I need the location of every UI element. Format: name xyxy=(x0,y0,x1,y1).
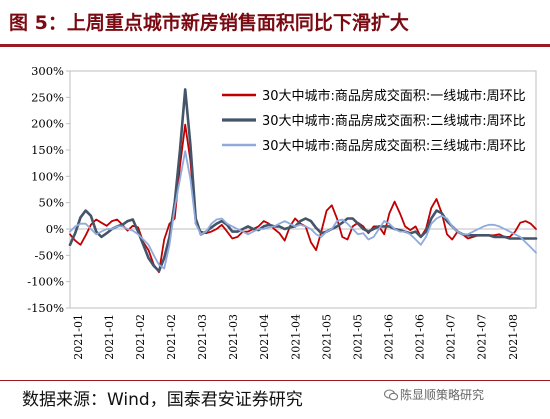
footer-rule xyxy=(0,380,550,381)
x-tick-label: 2021-03 xyxy=(196,314,209,360)
y-tick-label: 50% xyxy=(38,196,64,210)
y-tick-label: 100% xyxy=(31,169,64,183)
x-tick-label: 2021-04 xyxy=(289,314,302,360)
x-tick-label: 2021-04 xyxy=(258,314,271,360)
x-tick-label: 2021-07 xyxy=(476,314,489,360)
x-tick-label: 2021-08 xyxy=(507,314,520,360)
x-tick-label: 2021-06 xyxy=(383,314,396,360)
x-tick-label: 2021-01 xyxy=(72,314,85,360)
x-tick-label: 2021-01 xyxy=(103,314,116,360)
y-tick-label: -150% xyxy=(27,301,64,315)
x-tick-label: 2021-02 xyxy=(165,314,178,360)
page-title: 图 5：上周重点城市新房销售面积同比下滑扩大 xyxy=(9,12,409,34)
legend-label-3: 30大中城市:商品房成交面积:三线城市:周环比 xyxy=(262,138,526,154)
y-tick-label: -50% xyxy=(35,248,65,262)
y-tick-label: -100% xyxy=(27,275,64,289)
y-tick-label: 150% xyxy=(31,143,64,157)
x-tick-label: 2021-05 xyxy=(320,314,333,360)
y-tick-label: 0% xyxy=(46,222,64,236)
x-tick-label: 2021-07 xyxy=(445,314,458,360)
x-tick-label: 2021-06 xyxy=(414,314,427,360)
legend-label-2: 30大中城市:商品房成交面积:二线城市:周环比 xyxy=(262,113,526,129)
y-tick-label: 250% xyxy=(31,90,64,104)
wechat-logo-icon xyxy=(384,389,398,401)
y-tick-label: 200% xyxy=(31,117,64,131)
series-line-3 xyxy=(69,150,537,270)
watermark: 陈显顺策略研究 xyxy=(384,386,484,403)
source-note: 数据来源：Wind，国泰君安证券研究 xyxy=(22,390,303,410)
y-tick-label: 300% xyxy=(31,64,64,78)
legend-label-1: 30大中城市:商品房成交面积:一线城市:周环比 xyxy=(262,88,526,104)
x-tick-label: 2021-02 xyxy=(134,314,147,360)
x-tick-label: 2021-05 xyxy=(351,314,364,360)
plot-frame xyxy=(69,70,537,309)
watermark-text: 陈显顺策略研究 xyxy=(400,388,485,402)
line-chart: 300% 250% 200% 150% 100% 50% 0% -50% -100% -150% 2… xyxy=(27,64,538,360)
title-rule xyxy=(0,44,550,47)
title-bar: 图 5：上周重点城市新房销售面积同比下滑扩大 xyxy=(0,0,550,47)
x-tick-label: 2021-03 xyxy=(227,314,240,360)
